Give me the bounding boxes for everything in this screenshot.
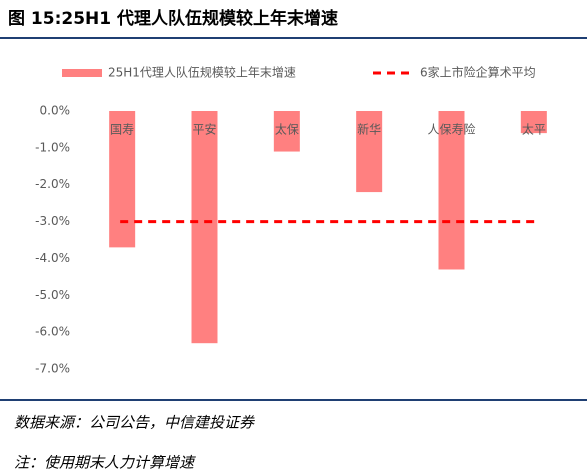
legend-label: 6家上市险企算术平均: [420, 65, 536, 80]
x-tick-label: 人保寿险: [427, 122, 475, 137]
bar: [273, 111, 300, 152]
bar: [356, 111, 383, 193]
x-tick-label: 平安: [192, 122, 216, 137]
y-tick-label: -5.0%: [35, 288, 70, 302]
y-tick-label: -2.0%: [35, 177, 70, 191]
footnote: 注：使用期末人力计算增速: [14, 454, 196, 472]
x-tick-label: 太平: [522, 122, 546, 137]
y-tick-label: -1.0%: [35, 140, 70, 154]
bar: [520, 111, 547, 134]
y-tick-label: -6.0%: [35, 325, 70, 339]
y-tick-label: -7.0%: [35, 362, 70, 376]
source-note: 数据来源：公司公告，中信建投证券: [14, 414, 255, 432]
bar: [191, 111, 218, 344]
x-tick-label: 新华: [357, 122, 381, 137]
legend-label: 25H1代理人队伍规模较上年末增速: [108, 65, 296, 80]
y-tick-label: -3.0%: [35, 214, 70, 228]
x-tick-label: 太保: [275, 122, 299, 137]
x-tick-label: 国寿: [110, 123, 134, 137]
y-tick-label: -4.0%: [35, 251, 70, 265]
chart-title: 图 15:25H1 代理人队伍规模较上年末增速: [8, 8, 338, 29]
y-tick-label: 0.0%: [40, 104, 71, 118]
legend-swatch: [62, 69, 102, 77]
bar: [109, 111, 136, 248]
bar: [438, 111, 465, 270]
